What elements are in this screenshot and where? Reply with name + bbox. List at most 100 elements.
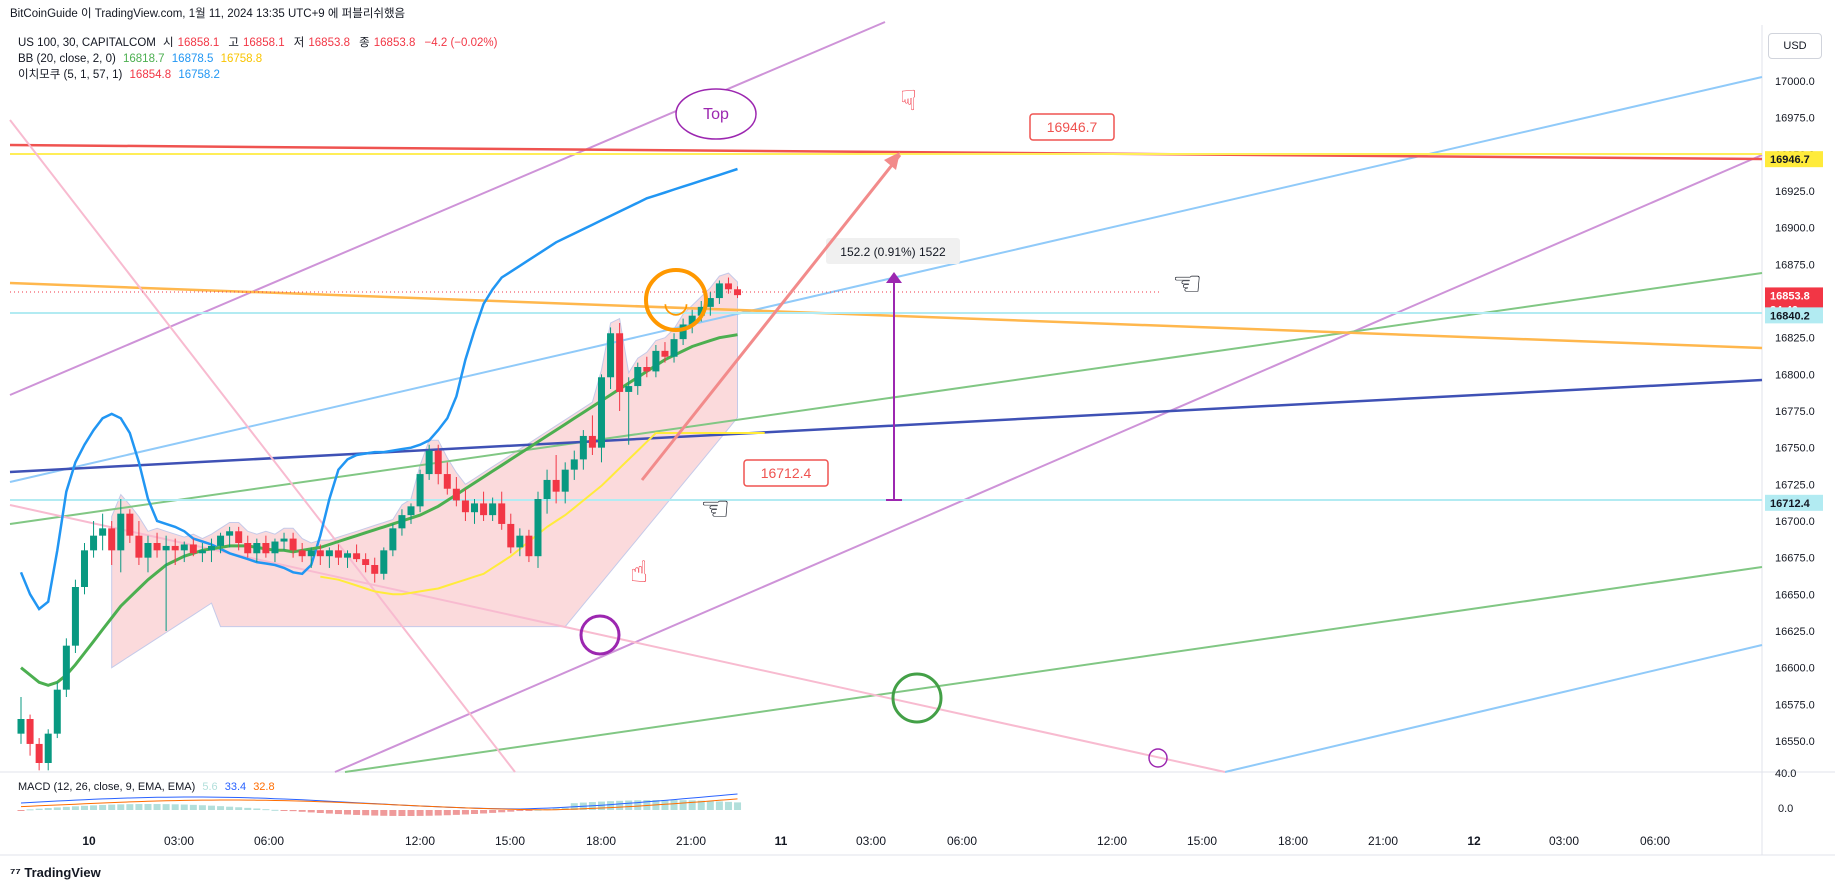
macd-histogram-bar xyxy=(207,805,215,810)
price-tick: 16900.0 xyxy=(1775,223,1815,235)
candle-body xyxy=(507,523,515,548)
macd-histogram-bar xyxy=(44,808,52,810)
candle-body xyxy=(724,283,732,290)
macd-histogram-bar xyxy=(298,810,306,812)
bb-upper-value: 16878.5 xyxy=(171,53,214,65)
time-tick: 03:00 xyxy=(856,834,886,848)
macd-histogram-bar xyxy=(271,809,279,811)
candle-body xyxy=(334,550,342,558)
bb-basis-value: 16818.7 xyxy=(123,53,165,65)
candle-body xyxy=(543,479,551,499)
candle-body xyxy=(516,535,524,548)
price-tick: 16750.0 xyxy=(1775,443,1815,455)
macd-histogram-bar xyxy=(53,807,61,810)
candle-body xyxy=(525,535,533,557)
time-tick: 03:00 xyxy=(1549,834,1579,848)
candle-body xyxy=(498,503,506,524)
candle-body xyxy=(634,367,642,387)
currency-button[interactable]: USD xyxy=(1768,33,1822,59)
macd-histogram-bar xyxy=(226,806,234,810)
price-badge xyxy=(1765,307,1823,324)
candle-body xyxy=(552,479,560,492)
macd-histogram-bar xyxy=(117,804,125,810)
candle-body xyxy=(99,528,107,536)
candle-body xyxy=(135,535,143,558)
bb-lower-value: 16758.8 xyxy=(220,53,263,65)
open-label: 시 xyxy=(163,37,174,49)
bb-legend[interactable]: BB (20, close, 2, 0) 16818.7 16878.5 167… xyxy=(18,52,266,66)
macd-tick-40: 40.0 xyxy=(1775,768,1796,780)
candle-body xyxy=(616,333,624,392)
candle-body xyxy=(588,435,596,448)
candle-body xyxy=(90,535,98,551)
macd-histogram-bar xyxy=(17,810,25,811)
macd-histogram-bar xyxy=(362,810,370,816)
high-label: 고 xyxy=(228,37,240,49)
time-tick: 12:00 xyxy=(1097,834,1127,848)
candle-body xyxy=(126,513,134,536)
candle-body xyxy=(607,333,615,378)
macd-histogram-bar xyxy=(280,810,288,811)
price-tick: 16625.0 xyxy=(1775,626,1815,638)
macd-histogram-bar xyxy=(525,810,533,811)
macd-histogram-bar xyxy=(489,810,497,813)
macd-histogram-bar xyxy=(289,810,297,812)
trendline-purple-lower xyxy=(334,154,1763,773)
ichimoku-legend[interactable]: 이치모쿠 (5, 1, 57, 1) 16854.8 16758.2 xyxy=(18,68,224,82)
symbol-name: US 100, 30, CAPITALCOM xyxy=(18,37,156,49)
macd-legend[interactable]: MACD (12, 26, close, 9, EMA, EMA) 5.6 33… xyxy=(18,780,279,794)
price-callout-mid-text: 16712.4 xyxy=(761,465,812,481)
candle-body xyxy=(561,469,569,492)
candle-body xyxy=(189,544,197,554)
macd-histogram-bar xyxy=(325,810,333,814)
smiley-icon-face: ◡ xyxy=(663,285,689,320)
time-tick: 15:00 xyxy=(495,834,525,848)
macd-value: 33.4 xyxy=(224,781,247,793)
time-axis[interactable]: 10 03:00 06:00 12:00 15:00 18:00 21:00 11 03:00 0… xyxy=(82,834,1670,848)
time-tick: 12 xyxy=(1467,834,1481,848)
macd-histogram-bar xyxy=(171,804,179,810)
macd-histogram-bar xyxy=(235,807,243,810)
low-label: 저 xyxy=(293,37,305,49)
macd-histogram-bar xyxy=(661,800,669,810)
time-tick: 21:00 xyxy=(676,834,706,848)
macd-histogram-bar xyxy=(90,805,98,810)
macd-histogram-bar xyxy=(452,810,460,815)
candle-body xyxy=(416,474,424,507)
macd-histogram-bar xyxy=(99,804,107,810)
trendline-blue-upper xyxy=(9,76,1763,483)
candle-body xyxy=(452,488,460,501)
macd-histogram-bar xyxy=(217,806,225,810)
time-tick: 15:00 xyxy=(1187,834,1217,848)
candle-body xyxy=(407,506,415,516)
candle-body xyxy=(715,283,723,299)
candle-body xyxy=(207,545,215,551)
macd-histogram-bar xyxy=(108,804,116,810)
close-value: 16853.8 xyxy=(373,37,416,49)
macd-histogram-bar xyxy=(625,800,633,810)
candle-body xyxy=(697,306,705,316)
macd-histogram-bar xyxy=(80,805,88,810)
candle-body xyxy=(171,545,179,551)
price-callout-top xyxy=(1029,113,1115,141)
time-tick: 18:00 xyxy=(586,834,616,848)
candle-body xyxy=(316,550,324,557)
candle-body xyxy=(679,324,687,340)
macd-histogram-bar xyxy=(561,807,569,810)
price-axis[interactable]: 17000.016975.016950.016925.016900.016875… xyxy=(1765,76,1823,748)
measure-arrowhead xyxy=(886,272,902,283)
macd-pane: 40.0 0.0 xyxy=(17,768,1796,816)
candle-body xyxy=(344,553,352,558)
smiley-icon xyxy=(644,268,708,332)
macd-histogram-bar xyxy=(507,810,515,812)
candle-body xyxy=(688,315,696,325)
price-tick: 16550.0 xyxy=(1775,736,1815,748)
macd-histogram-bar xyxy=(380,810,388,816)
high-value: 16858.1 xyxy=(243,37,285,49)
macd-histogram-bar xyxy=(253,808,261,810)
trendline-green-upper xyxy=(9,272,1763,525)
macd-histogram-bar xyxy=(425,810,433,816)
ichimoku-cloud xyxy=(111,272,738,669)
macd-histogram-bar xyxy=(153,804,161,810)
